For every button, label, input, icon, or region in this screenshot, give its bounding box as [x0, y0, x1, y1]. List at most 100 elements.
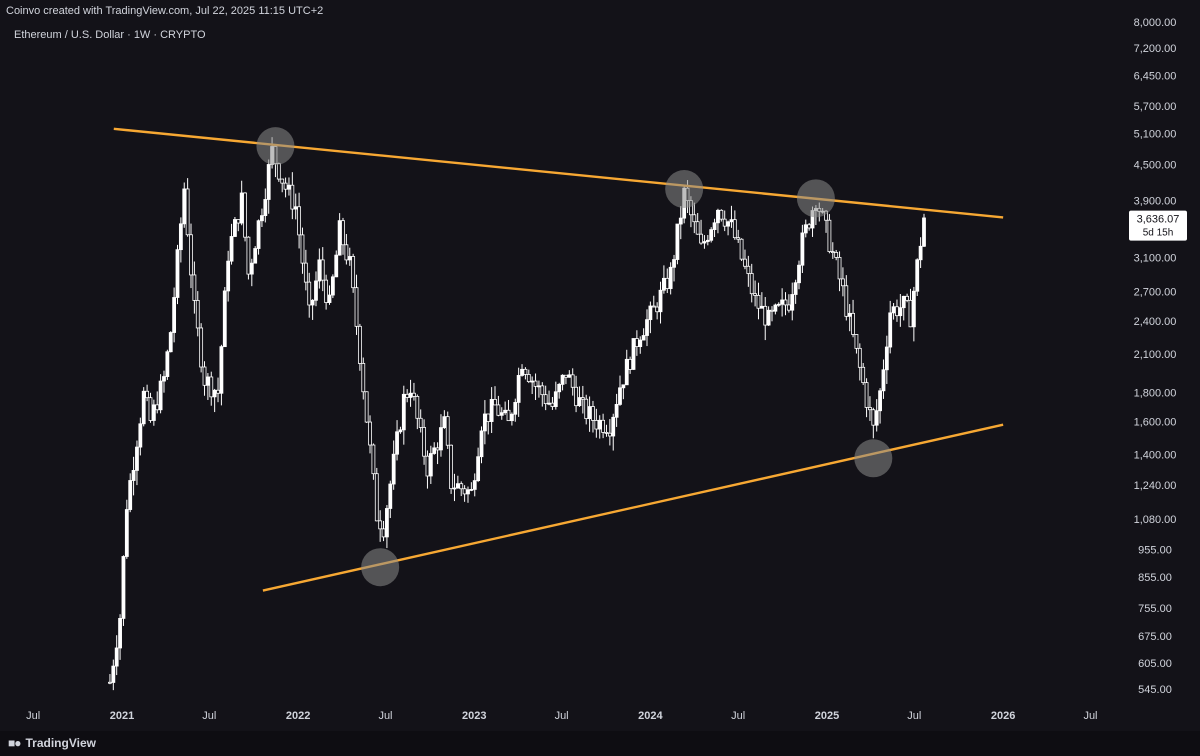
candle-body [155, 404, 160, 411]
candle [847, 304, 852, 332]
candle [469, 482, 474, 492]
candle [699, 219, 703, 245]
candle [172, 287, 177, 343]
candle-body [314, 280, 318, 301]
candle-body [607, 432, 612, 437]
candle [665, 268, 670, 294]
candle-body [212, 389, 217, 398]
candle [763, 297, 768, 341]
candle [128, 473, 133, 513]
candle [624, 349, 629, 386]
candle [678, 206, 683, 240]
candle-body [797, 264, 801, 284]
candle [276, 162, 281, 182]
y-tick-label: 2,100.00 [1134, 349, 1177, 361]
candle-body [918, 245, 923, 261]
candle-body [864, 382, 869, 408]
y-tick-label: 1,240.00 [1134, 480, 1177, 492]
candle [141, 387, 146, 427]
candle [486, 413, 491, 435]
candle-body [172, 297, 177, 333]
candle-body [324, 279, 329, 303]
candle [239, 180, 244, 226]
candle [165, 349, 170, 380]
candle-body [469, 489, 474, 491]
candle [482, 400, 487, 445]
candle [432, 442, 437, 455]
candle-body [327, 294, 332, 303]
candle-body [425, 455, 430, 477]
y-tick-label: 1,800.00 [1134, 387, 1177, 399]
candle [854, 334, 859, 354]
candle [388, 480, 393, 519]
candle-body [878, 390, 882, 412]
candle [709, 227, 714, 243]
candle-body [874, 410, 879, 426]
candle [827, 214, 832, 254]
candle [297, 192, 301, 249]
candle-body [591, 406, 595, 421]
candle [661, 265, 666, 294]
candle-body [459, 483, 464, 490]
candle [260, 208, 264, 227]
candle [675, 223, 680, 265]
y-tick-label: 2,700.00 [1134, 287, 1177, 299]
candle-body [276, 163, 281, 180]
tradingview-brand[interactable]: ■● TradingView [8, 736, 96, 750]
candle [520, 364, 524, 377]
price-chart[interactable]: 545.00 605.00 675.00 755.00 855.00 955.00 1,08… [0, 0, 1200, 731]
candle-body [493, 399, 497, 406]
candle-body [628, 358, 633, 370]
brand-name: TradingView [25, 736, 96, 750]
candle [766, 306, 771, 326]
x-tick-label: 2022 [286, 710, 310, 722]
candle-body [618, 387, 622, 405]
y-tick-label: 3,900.00 [1134, 195, 1177, 207]
candle-body [135, 446, 139, 471]
candle-body [364, 391, 369, 423]
x-tick-label: 2025 [815, 710, 839, 722]
candle [354, 274, 359, 335]
x-tick-label: Jul [202, 710, 216, 722]
candle-body [162, 376, 166, 382]
candle [415, 394, 420, 430]
candle [901, 295, 906, 321]
candle-body [415, 396, 420, 419]
candle [405, 389, 410, 403]
y-tick-label: 955.00 [1138, 545, 1172, 557]
candle-body [347, 256, 352, 261]
y-tick-label: 7,200.00 [1134, 43, 1177, 55]
candle [489, 387, 494, 434]
candle-body [854, 334, 859, 349]
touch-marker [854, 439, 893, 478]
candle [108, 674, 112, 685]
candle-body [712, 222, 717, 231]
candle-body [739, 238, 744, 260]
candle-body [800, 232, 805, 266]
candle-body [868, 407, 872, 411]
candle-body [841, 278, 845, 287]
candle-body [584, 398, 589, 419]
candle [739, 238, 744, 262]
candle-body [888, 312, 893, 348]
y-tick-label: 1,400.00 [1134, 450, 1177, 462]
candle-body [307, 281, 312, 306]
candle-body [479, 430, 484, 458]
y-tick-label: 5,100.00 [1134, 129, 1177, 141]
x-tick-label: 2021 [110, 710, 134, 722]
candle [361, 357, 366, 400]
candle [185, 178, 190, 237]
candle-body [783, 299, 788, 306]
candle [324, 274, 329, 310]
candle-body [773, 304, 778, 312]
candle-body [655, 306, 660, 313]
candle-body [922, 217, 926, 247]
candle-body [168, 332, 173, 353]
touch-marker [361, 548, 400, 587]
candle [895, 299, 899, 322]
candle-body [597, 419, 602, 430]
candle-body [780, 299, 785, 305]
candle [509, 412, 514, 426]
candle [131, 456, 136, 496]
candle-body [401, 393, 406, 431]
